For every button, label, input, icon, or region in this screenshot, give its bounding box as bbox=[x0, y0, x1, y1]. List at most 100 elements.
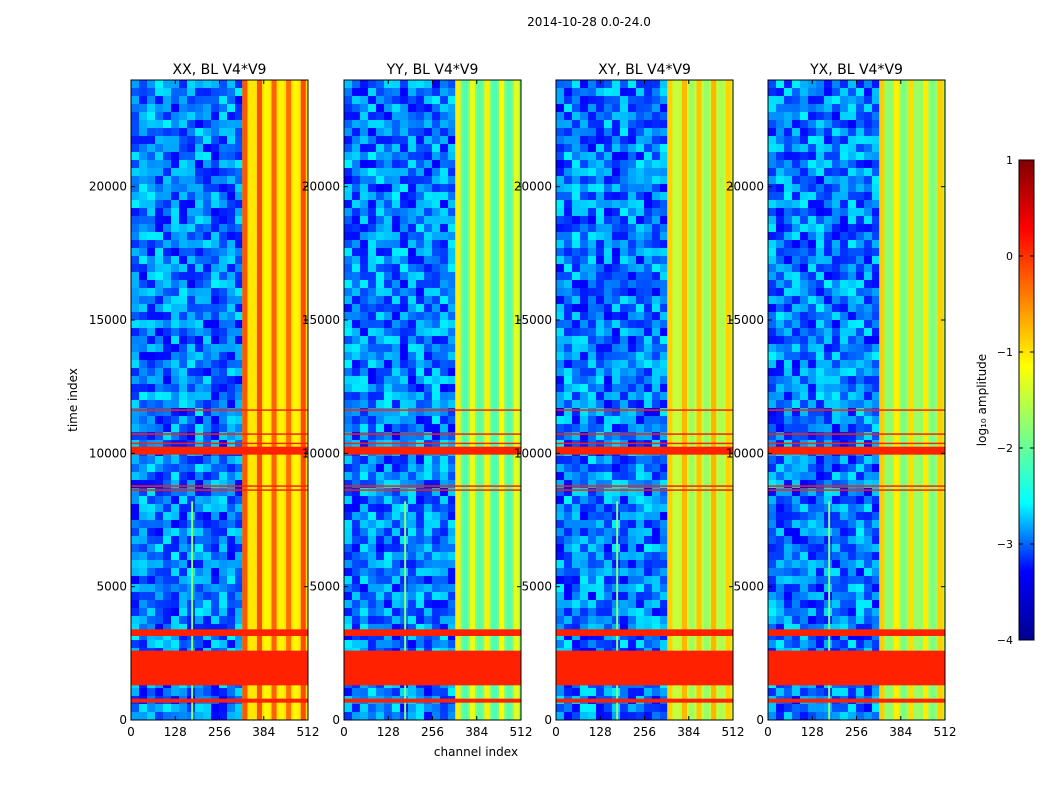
heatmap-cell bbox=[408, 608, 416, 616]
heatmap-cell bbox=[203, 384, 211, 392]
heatmap-cell bbox=[440, 408, 448, 416]
heatmap-cell bbox=[644, 352, 652, 360]
heatmap-cell bbox=[171, 272, 179, 280]
heatmap-cell bbox=[432, 288, 440, 296]
heatmap-cell bbox=[211, 328, 219, 336]
heatmap-cell bbox=[440, 240, 448, 248]
heatmap-cell bbox=[368, 224, 376, 232]
heatmap-cell bbox=[376, 192, 384, 200]
heatmap-cell bbox=[384, 640, 392, 648]
heatmap-cell bbox=[163, 88, 171, 96]
heatmap-cell bbox=[203, 584, 211, 592]
heatmap-cell bbox=[139, 624, 147, 632]
heatmap-cell bbox=[344, 320, 352, 328]
heatmap-cell bbox=[636, 432, 644, 440]
heatmap-cell bbox=[400, 296, 408, 304]
heatmap-cell bbox=[368, 280, 376, 288]
heatmap-cell bbox=[179, 512, 187, 520]
panel-title: YY, BL V4*V9 bbox=[386, 62, 479, 78]
heatmap-cell bbox=[376, 296, 384, 304]
heatmap-cell bbox=[203, 200, 211, 208]
heatmap-cell bbox=[131, 616, 139, 624]
heatmap-cell bbox=[432, 584, 440, 592]
heatmap-cell bbox=[448, 712, 456, 720]
heatmap-cell bbox=[612, 424, 620, 432]
heatmap-cell bbox=[235, 320, 243, 328]
heatmap-cell bbox=[652, 360, 660, 368]
heatmap-cell bbox=[660, 464, 668, 472]
heatmap-cell bbox=[588, 96, 596, 104]
heatmap-cell bbox=[344, 168, 352, 176]
heatmap-cell bbox=[440, 168, 448, 176]
heatmap-cell bbox=[376, 640, 384, 648]
heatmap-cell bbox=[227, 704, 235, 712]
heatmap-cell bbox=[588, 480, 596, 488]
heatmap-cell bbox=[440, 176, 448, 184]
heatmap-cell bbox=[556, 368, 564, 376]
heatmap-cell bbox=[360, 496, 368, 504]
heatmap-cell bbox=[203, 128, 211, 136]
heatmap-cell bbox=[360, 304, 368, 312]
heatmap-cell bbox=[432, 496, 440, 504]
heatmap-cell bbox=[620, 216, 628, 224]
heatmap-cell bbox=[147, 528, 155, 536]
heatmap-cell bbox=[171, 216, 179, 224]
heatmap-cell bbox=[572, 296, 580, 304]
heatmap-cell bbox=[360, 544, 368, 552]
heatmap-cell bbox=[155, 104, 163, 112]
heatmap-cell bbox=[652, 200, 660, 208]
heatmap-cell bbox=[416, 704, 424, 712]
heatmap-cell bbox=[131, 560, 139, 568]
heatmap-cell bbox=[448, 520, 456, 528]
heatmap-cell bbox=[400, 104, 408, 112]
heatmap-cell bbox=[195, 144, 203, 152]
heatmap-cell bbox=[628, 360, 636, 368]
heatmap-cell bbox=[163, 424, 171, 432]
heatmap-cell bbox=[604, 320, 612, 328]
heatmap-cell bbox=[596, 408, 604, 416]
heatmap-cell bbox=[604, 232, 612, 240]
heatmap-cell bbox=[352, 608, 360, 616]
heatmap-cell bbox=[556, 248, 564, 256]
heatmap-cell bbox=[432, 88, 440, 96]
heatmap-cell bbox=[187, 232, 195, 240]
heatmap-cell bbox=[628, 208, 636, 216]
heatmap-cell bbox=[620, 208, 628, 216]
heatmap-cell bbox=[652, 400, 660, 408]
heatmap-cell bbox=[564, 200, 572, 208]
heatmap-cell bbox=[203, 168, 211, 176]
heatmap-cell bbox=[424, 352, 432, 360]
heatmap-cell bbox=[392, 568, 400, 576]
heatmap-cell bbox=[187, 616, 195, 624]
heatmap-cell bbox=[440, 688, 448, 696]
heatmap-cell bbox=[203, 536, 211, 544]
heatmap-cell bbox=[596, 288, 604, 296]
heatmap-cell bbox=[424, 392, 432, 400]
heatmap-cell bbox=[432, 264, 440, 272]
heatmap-cell bbox=[187, 176, 195, 184]
heatmap-cell bbox=[392, 160, 400, 168]
heatmap-cell bbox=[628, 336, 636, 344]
heatmap-cell bbox=[636, 192, 644, 200]
heatmap-cell bbox=[440, 568, 448, 576]
heatmap-cell bbox=[376, 408, 384, 416]
heatmap-cell bbox=[139, 288, 147, 296]
heatmap-cell bbox=[392, 184, 400, 192]
heatmap-cell bbox=[604, 408, 612, 416]
heatmap-cell bbox=[440, 488, 448, 496]
heatmap-cell bbox=[620, 80, 628, 88]
heatmap-cell bbox=[235, 272, 243, 280]
heatmap-cell bbox=[344, 504, 352, 512]
heatmap-cell bbox=[344, 416, 352, 424]
flagged-time-band bbox=[344, 485, 521, 487]
heatmap-cell bbox=[448, 200, 456, 208]
heatmap-cell bbox=[187, 584, 195, 592]
heatmap-cell bbox=[195, 568, 203, 576]
heatmap-cell bbox=[400, 616, 408, 624]
x-tick-label: 0 bbox=[340, 725, 348, 739]
heatmap-cell bbox=[660, 408, 668, 416]
heatmap-cell bbox=[440, 480, 448, 488]
heatmap-cell bbox=[424, 584, 432, 592]
heatmap-cell bbox=[171, 296, 179, 304]
heatmap-cell bbox=[376, 376, 384, 384]
